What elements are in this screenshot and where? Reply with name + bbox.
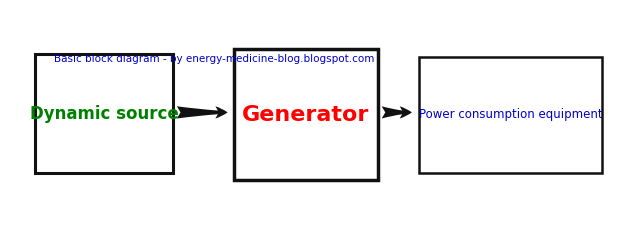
Bar (419, 57, 602, 173)
Bar (234, 49, 378, 180)
Text: Power consumption equipment: Power consumption equipment (419, 108, 602, 121)
Text: Generator: Generator (242, 105, 369, 125)
Text: Basic block diagram - by energy-medicine-blog.blogspot.com: Basic block diagram - by energy-medicine… (54, 54, 375, 64)
Bar (35, 54, 173, 173)
Text: Dynamic source: Dynamic source (29, 105, 179, 123)
